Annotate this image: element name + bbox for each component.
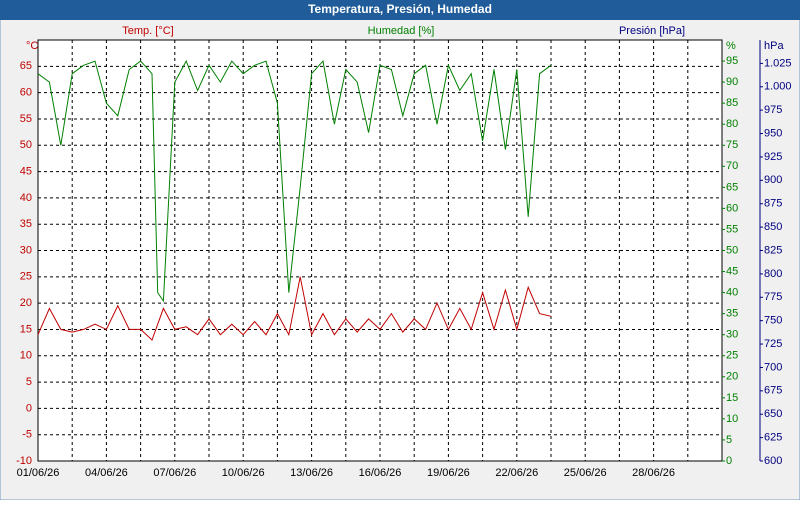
- y2-tick-label: 15: [726, 392, 738, 404]
- y2-tick-label: 50: [726, 244, 738, 256]
- y3-axis-title: Presión [hPa]: [619, 25, 685, 37]
- y-tick-label: 35: [20, 218, 32, 230]
- y3-tick-label: 825: [764, 244, 782, 256]
- y-tick-label: 5: [26, 376, 32, 388]
- y3-tick-label: 675: [764, 385, 782, 397]
- y3-tick-label: 650: [764, 408, 782, 420]
- series-line: [37, 276, 552, 341]
- y-unit: °C: [26, 40, 38, 52]
- y-tick-label: -10: [16, 455, 32, 467]
- y-tick-label: -5: [22, 429, 32, 441]
- y2-tick-label: 90: [726, 76, 738, 88]
- chart-title: Temperatura, Presión, Humedad: [308, 2, 492, 16]
- y2-tick-label: 60: [726, 202, 738, 214]
- y2-tick-label: 65: [726, 181, 738, 193]
- y2-tick-label: 35: [726, 308, 738, 320]
- y3-tick-label: 1.000: [764, 81, 792, 93]
- y3-tick-label: 850: [764, 221, 782, 233]
- y-tick-label: 15: [20, 323, 32, 335]
- y2-axis-title: Humedad [%]: [368, 25, 435, 37]
- x-tick-label: 25/06/26: [564, 467, 607, 479]
- y-tick-label: 25: [20, 271, 32, 283]
- y3-tick-label: 800: [764, 268, 782, 280]
- y2-tick-label: 80: [726, 118, 738, 130]
- y-tick-label: 55: [20, 113, 32, 125]
- y2-tick-label: 0: [726, 455, 732, 467]
- y-tick-label: 10: [20, 350, 32, 362]
- y3-tick-label: 750: [764, 315, 782, 327]
- y2-unit: %: [726, 40, 736, 52]
- x-tick-label: 07/06/26: [153, 467, 196, 479]
- x-tick-label: 19/06/26: [427, 467, 470, 479]
- y-tick-label: 50: [20, 139, 32, 151]
- y3-tick-label: 875: [764, 198, 782, 210]
- y2-tick-label: 40: [726, 287, 738, 299]
- y3-tick-label: 1.025: [764, 57, 792, 69]
- y-tick-label: 60: [20, 87, 32, 99]
- y3-tick-label: 900: [764, 174, 782, 186]
- y2-tick-label: 5: [726, 434, 732, 446]
- y2-tick-label: 30: [726, 329, 738, 341]
- y3-tick-label: 950: [764, 127, 782, 139]
- y2-tick-label: 10: [726, 413, 738, 425]
- y3-tick-label: 625: [764, 432, 782, 444]
- x-tick-label: 04/06/26: [85, 467, 128, 479]
- y-tick-label: 0: [26, 402, 32, 414]
- x-tick-label: 13/06/26: [290, 467, 333, 479]
- x-tick-label: 28/06/26: [632, 467, 675, 479]
- y3-unit: hPa: [764, 40, 784, 52]
- y2-tick-label: 25: [726, 350, 738, 362]
- y3-tick-label: 725: [764, 338, 782, 350]
- y-tick-label: 20: [20, 297, 32, 309]
- y3-tick-label: 975: [764, 104, 782, 116]
- y2-tick-label: 20: [726, 371, 738, 383]
- y-tick-label: 40: [20, 192, 32, 204]
- y-tick-label: 45: [20, 165, 32, 177]
- y2-tick-label: 75: [726, 139, 738, 151]
- y3-tick-label: 700: [764, 361, 782, 373]
- y2-tick-label: 70: [726, 160, 738, 172]
- y-tick-label: 65: [20, 60, 32, 72]
- x-tick-label: 10/06/26: [222, 467, 265, 479]
- y2-tick-label: 45: [726, 265, 738, 277]
- y-tick-label: 30: [20, 244, 32, 256]
- x-tick-label: 22/06/26: [495, 467, 538, 479]
- x-tick-label: 16/06/26: [359, 467, 402, 479]
- y-axis-title: Temp. [°C]: [122, 25, 173, 37]
- series-line: [37, 59, 552, 303]
- title-bar: [0, 0, 800, 20]
- y2-tick-label: 55: [726, 223, 738, 235]
- y3-tick-label: 925: [764, 151, 782, 163]
- y3-tick-label: 775: [764, 291, 782, 303]
- y3-tick-label: 600: [764, 455, 782, 467]
- x-tick-label: 01/06/26: [17, 467, 60, 479]
- y2-tick-label: 85: [726, 97, 738, 109]
- y2-tick-label: 95: [726, 55, 738, 67]
